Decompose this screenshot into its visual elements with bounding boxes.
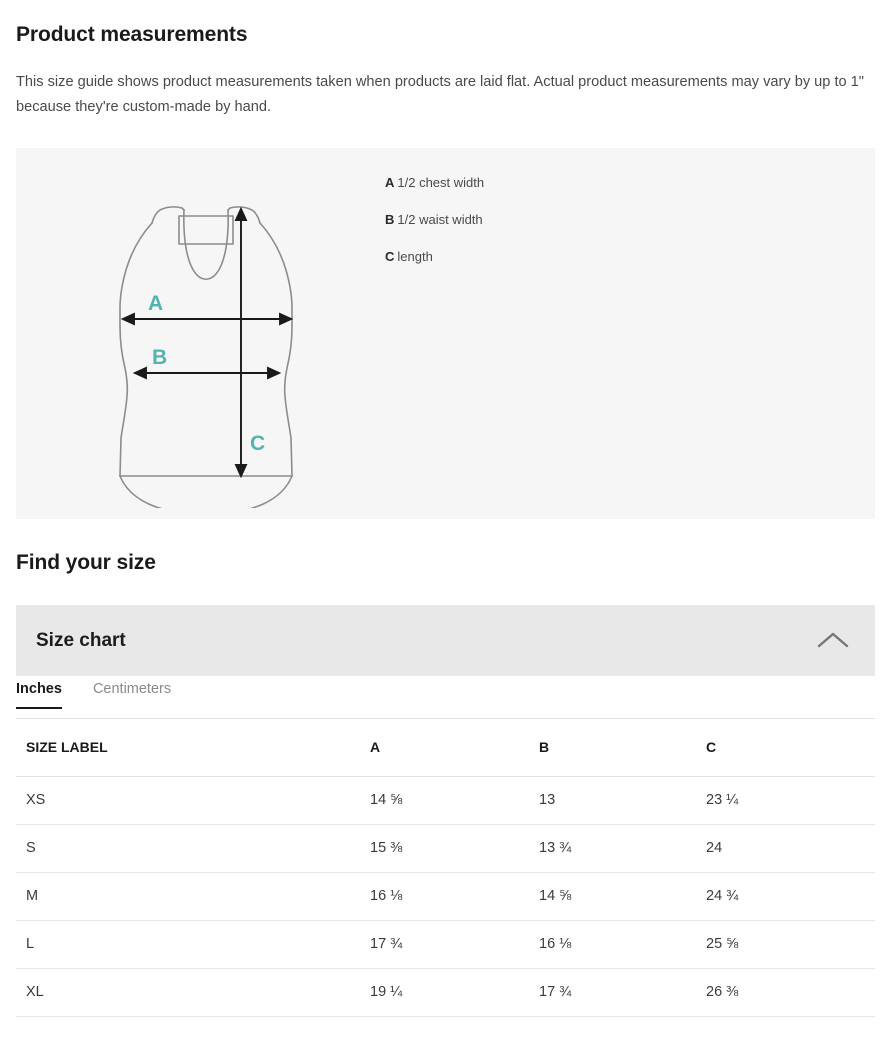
- column-header-size-label: SIZE LABEL: [16, 719, 370, 777]
- cell-size-label: XL: [16, 968, 370, 1017]
- cell-a: 14 ⅝: [370, 776, 539, 825]
- cell-b: 14 ⅝: [539, 872, 706, 921]
- cell-size-label: S: [16, 824, 370, 873]
- size-chart-title: Size chart: [36, 629, 126, 651]
- column-header-a: A: [370, 719, 539, 777]
- cell-b: 16 ⅛: [539, 920, 706, 969]
- legend-text-b: 1/2 waist width: [397, 212, 483, 227]
- chevron-up-icon[interactable]: [813, 629, 853, 653]
- diagram-label-c: C: [250, 432, 265, 455]
- table-header-row: SIZE LABEL A B C: [16, 719, 875, 777]
- find-your-size-title: Find your size: [16, 551, 156, 574]
- column-header-c: C: [706, 719, 875, 777]
- size-chart-accordion-header[interactable]: Size chart: [16, 605, 875, 676]
- cell-c: 24: [706, 824, 875, 873]
- cell-size-label: L: [16, 920, 370, 969]
- unit-tabs: Inches Centimeters: [16, 681, 875, 719]
- cell-size-label: M: [16, 872, 370, 921]
- diagram-label-a: A: [148, 292, 163, 315]
- cell-a: 15 ⅜: [370, 824, 539, 873]
- tank-top-garment-diagram: A B C: [119, 206, 294, 508]
- cell-a: 19 ¼: [370, 968, 539, 1017]
- cell-a: 16 ⅛: [370, 872, 539, 921]
- diagram-label-b: B: [152, 346, 167, 369]
- legend-text-a: 1/2 chest width: [397, 175, 485, 190]
- legend-text-c: length: [397, 249, 433, 264]
- column-header-b: B: [539, 719, 706, 777]
- table-row: S 15 ⅜ 13 ¾ 24: [16, 824, 875, 873]
- cell-c: 25 ⅝: [706, 920, 875, 969]
- product-measurements-title: Product measurements: [16, 23, 248, 46]
- cell-size-label: XS: [16, 776, 370, 825]
- tab-centimeters[interactable]: Centimeters: [93, 681, 171, 709]
- legend-key-a: A: [385, 175, 395, 190]
- cell-c: 24 ¾: [706, 872, 875, 921]
- cell-b: 17 ¾: [539, 968, 706, 1017]
- table-row: XS 14 ⅝ 13 23 ¼: [16, 776, 875, 825]
- cell-b: 13: [539, 776, 706, 825]
- cell-c: 23 ¼: [706, 776, 875, 825]
- table-body: XS 14 ⅝ 13 23 ¼ S 15 ⅜ 13 ¾ 24 M 16 ⅛ 14…: [16, 776, 875, 1017]
- measurement-diagram-panel: A B C A 1/2 chest width B 1/2 waist width …: [16, 148, 875, 519]
- legend-key-c: C: [385, 249, 395, 264]
- legend-item-b: B 1/2 waist width: [385, 212, 685, 228]
- product-measurements-description: This size guide shows product measuremen…: [16, 74, 864, 115]
- legend-item-a: A 1/2 chest width: [385, 175, 685, 191]
- legend-key-b: B: [385, 212, 395, 227]
- table-header: SIZE LABEL A B C: [16, 719, 875, 777]
- table-row: M 16 ⅛ 14 ⅝ 24 ¾: [16, 872, 875, 921]
- cell-a: 17 ¾: [370, 920, 539, 969]
- size-chart-table: SIZE LABEL A B C XS 14 ⅝ 13 23 ¼ S 15 ⅜ …: [16, 719, 875, 1017]
- tab-inches[interactable]: Inches: [16, 681, 62, 709]
- cell-c: 26 ⅜: [706, 968, 875, 1017]
- cell-b: 13 ¾: [539, 824, 706, 873]
- table-row: XL 19 ¼ 17 ¾ 26 ⅜: [16, 968, 875, 1017]
- table-row: L 17 ¾ 16 ⅛ 25 ⅝: [16, 920, 875, 969]
